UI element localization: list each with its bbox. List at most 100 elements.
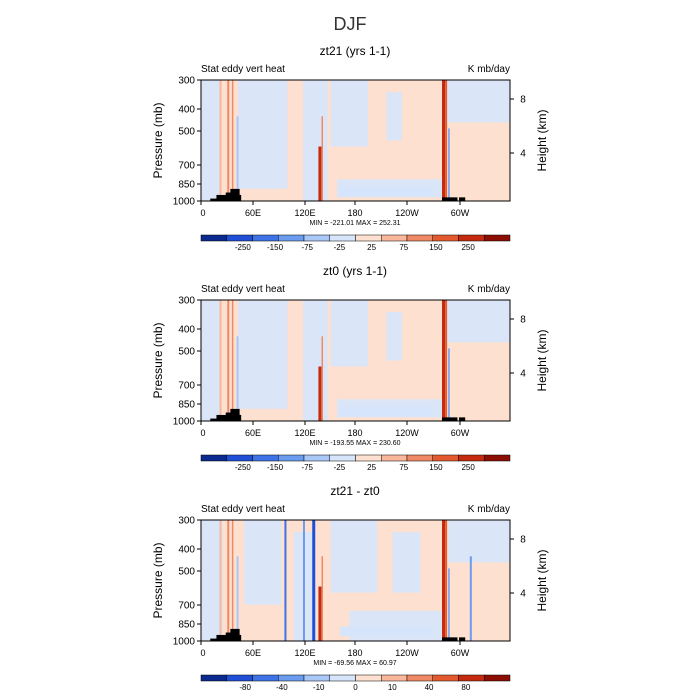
field-stripe xyxy=(445,300,448,421)
y-tick-label: 850 xyxy=(178,620,195,631)
colorbar: -250 -150 -75 -25 25 75 150 250 xyxy=(200,234,511,252)
field-stripe xyxy=(227,80,230,201)
left-label: Stat eddy vert heat xyxy=(201,504,285,515)
y2-tick-label: 8 xyxy=(520,315,526,326)
colorbar-swatch xyxy=(278,454,305,462)
colorbar-swatch xyxy=(484,454,511,462)
colorbar-label: 150 xyxy=(429,243,443,252)
field-stripe xyxy=(321,556,324,641)
colorbar-swatch xyxy=(252,454,279,462)
low-band xyxy=(340,406,433,417)
x-tick-label: 0 xyxy=(200,648,205,658)
field-stripe xyxy=(236,556,239,641)
stats-text: MIN = -69.56 MAX = 60.97 xyxy=(313,660,396,667)
panel-2: zt0 (yrs 1-1) Stat eddy vert heat K mb/day… xyxy=(151,264,549,472)
field xyxy=(201,80,510,201)
x-tick-label: 60E xyxy=(245,648,261,658)
colorbar-swatch xyxy=(458,674,485,682)
cool-region xyxy=(238,300,288,409)
cool-region xyxy=(442,80,510,123)
x-tick-label: 120E xyxy=(294,648,315,658)
colorbar-swatch xyxy=(381,234,408,242)
terrain-block xyxy=(459,197,466,202)
colorbar-swatch xyxy=(329,234,356,242)
colorbar-swatch xyxy=(303,674,330,682)
cool-region xyxy=(302,300,328,421)
colorbar-swatch xyxy=(355,234,382,242)
colorbar-swatch xyxy=(252,674,279,682)
y2-tick-label: 8 xyxy=(520,535,526,546)
y-tick-label: 850 xyxy=(178,180,195,191)
x-tick-label: 180 xyxy=(347,208,362,218)
left-label: Stat eddy vert heat xyxy=(201,284,285,295)
field-stripe xyxy=(227,300,230,421)
terrain xyxy=(210,408,466,422)
panel-3: zt21 - zt0 Stat eddy vert heat K mb/day 300… xyxy=(151,484,549,692)
y2-tick-label: 4 xyxy=(520,369,526,380)
right-label: K mb/day xyxy=(468,64,510,75)
right-label: K mb/day xyxy=(468,284,510,295)
colorbar-label: 75 xyxy=(399,463,408,472)
low-band xyxy=(340,626,433,637)
field-stripe xyxy=(318,146,322,201)
field-stripe xyxy=(302,520,305,641)
y-tick-label: 700 xyxy=(178,381,195,392)
colorbar-swatch xyxy=(303,234,330,242)
terrain-block xyxy=(230,188,240,202)
y-tick-label: 400 xyxy=(178,545,195,556)
cool-region xyxy=(386,312,402,361)
colorbar-label: -250 xyxy=(235,463,252,472)
terrain xyxy=(210,188,466,202)
x-tick-label: 180 xyxy=(347,428,362,438)
y-tick-label: 300 xyxy=(178,516,195,527)
colorbar-swatch xyxy=(355,674,382,682)
panel-title: zt0 (yrs 1-1) xyxy=(323,264,387,278)
right-label: K mb/day xyxy=(468,504,510,515)
cool-region xyxy=(349,610,443,641)
terrain-block xyxy=(442,197,458,202)
y-tick-label: 850 xyxy=(178,400,195,411)
x-tick-label: 120W xyxy=(395,648,419,658)
colorbar-label: 250 xyxy=(461,243,475,252)
colorbar-label: -10 xyxy=(313,683,325,692)
terrain-block xyxy=(216,414,229,422)
field-stripe xyxy=(448,348,450,421)
colorbar-swatch xyxy=(432,454,459,462)
y-tick-label: 300 xyxy=(178,76,195,87)
y2-tick-label: 8 xyxy=(520,95,526,106)
field-stripe xyxy=(318,366,322,421)
colorbar: -80 -40 -10 0 10 40 80 xyxy=(200,674,511,692)
colorbar-swatch xyxy=(329,454,356,462)
terrain-block xyxy=(442,637,458,642)
x-tick-label: 120E xyxy=(294,208,315,218)
colorbar-swatch xyxy=(303,454,330,462)
field-stripe xyxy=(445,520,448,641)
field-stripe xyxy=(448,568,450,641)
x-tick-label: 60W xyxy=(451,648,470,658)
y-tick-label: 400 xyxy=(178,105,195,116)
stats-text: MIN = -221.01 MAX = 252.31 xyxy=(309,220,400,227)
cool-region xyxy=(201,300,220,421)
colorbar-swatch xyxy=(484,234,511,242)
y2-tick-label: 4 xyxy=(520,589,526,600)
colorbar-label: 250 xyxy=(461,463,475,472)
y-axis-label: Pressure (mb) xyxy=(151,542,165,618)
y-tick-label: 1000 xyxy=(173,637,196,648)
colorbar-swatch xyxy=(200,454,227,462)
panel-title: zt21 - zt0 xyxy=(330,484,380,498)
field-stripe xyxy=(445,80,448,201)
colorbar-label: -40 xyxy=(276,683,288,692)
cool-region xyxy=(442,300,510,343)
x-tick-label: 120W xyxy=(395,428,419,438)
y2-axis-label: Height (km) xyxy=(535,549,549,611)
x-tick-label: 60W xyxy=(451,208,470,218)
x-tick-label: 120W xyxy=(395,208,419,218)
colorbar-label: -25 xyxy=(334,463,346,472)
colorbar-label: -150 xyxy=(267,463,284,472)
colorbar-swatch xyxy=(432,674,459,682)
field-stripe xyxy=(312,520,316,641)
terrain-block xyxy=(230,628,240,642)
field-stripe xyxy=(469,556,472,641)
colorbar-label: 0 xyxy=(353,683,358,692)
